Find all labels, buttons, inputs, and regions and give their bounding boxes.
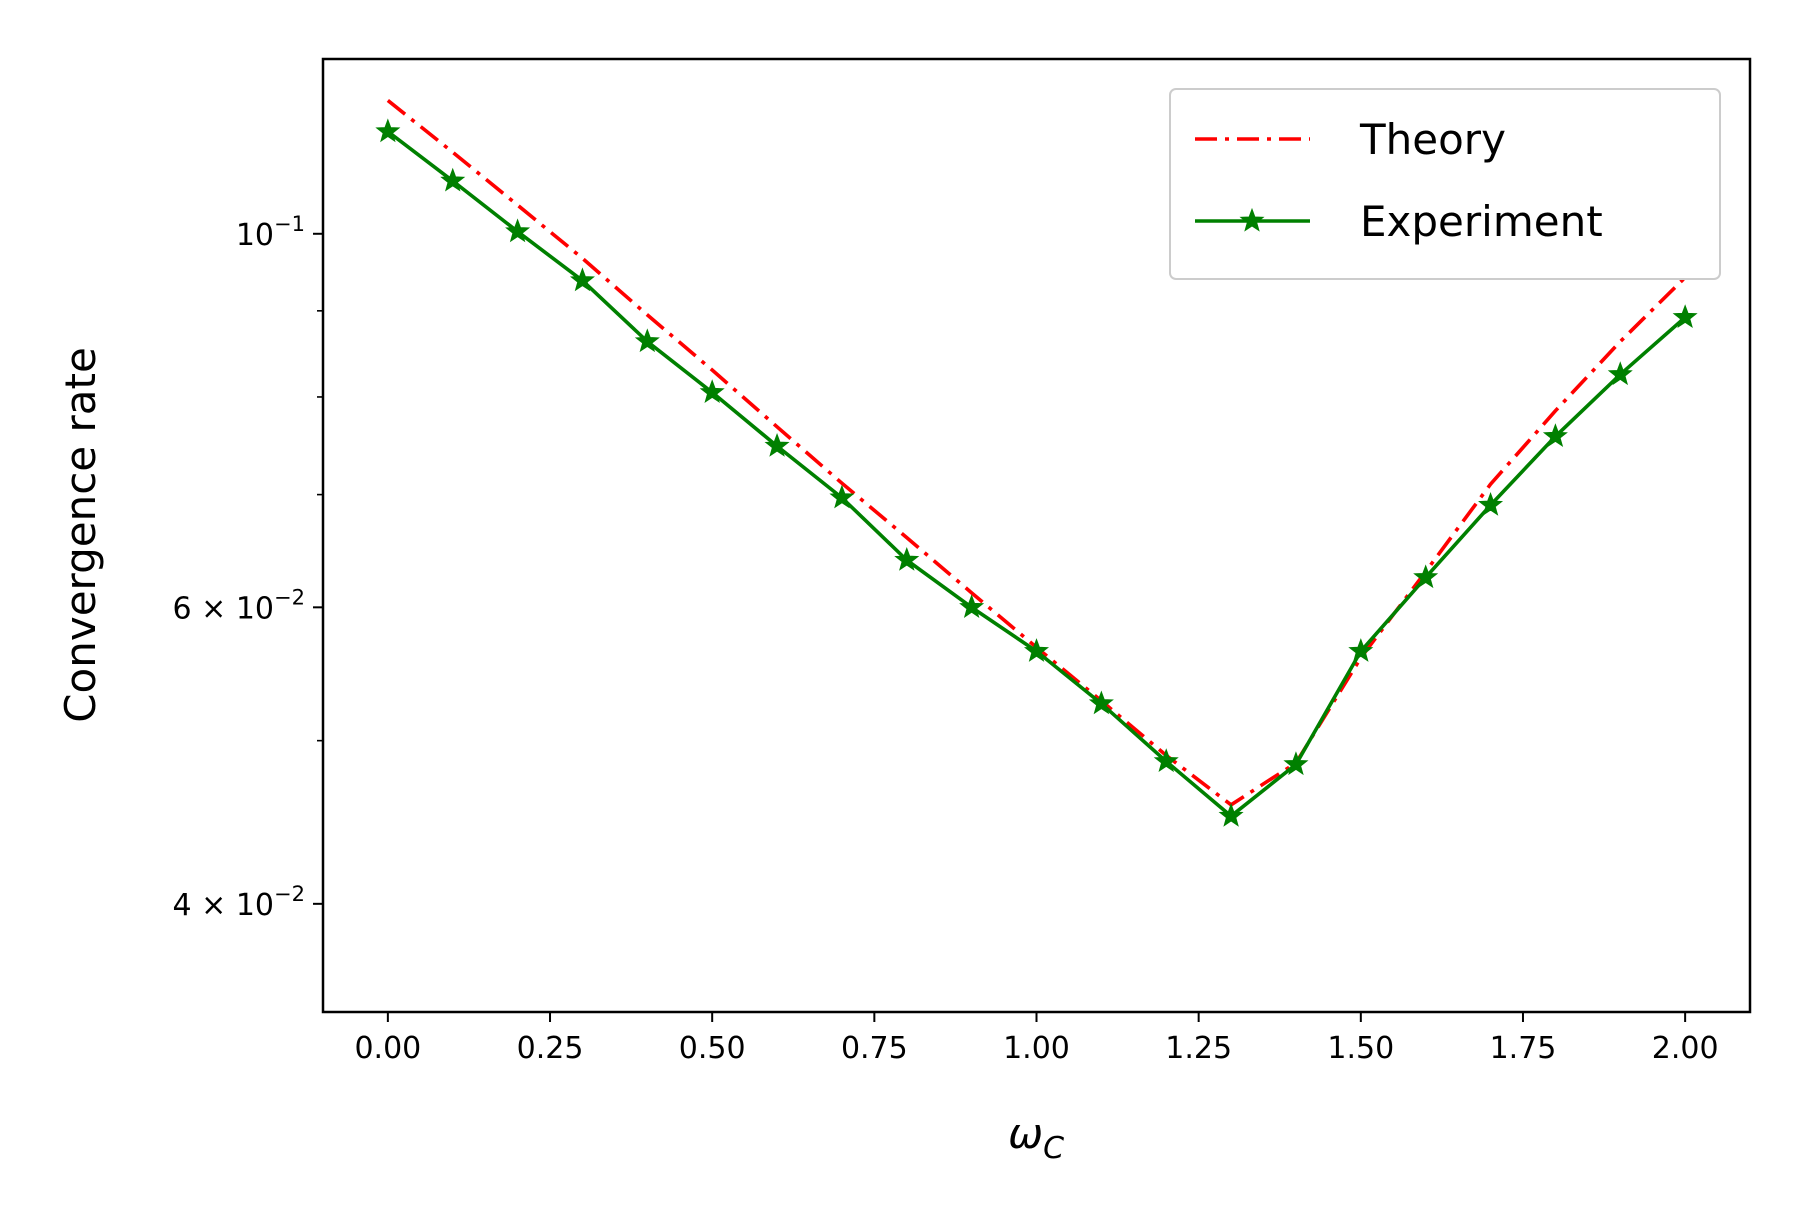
data-point-experiment bbox=[1023, 638, 1050, 662]
x-tick-label: 1.00 bbox=[1003, 1031, 1070, 1066]
legend-label-experiment: Experiment bbox=[1360, 197, 1603, 246]
data-point-experiment bbox=[1153, 748, 1179, 773]
x-tick-label: 0.50 bbox=[679, 1031, 746, 1066]
axes-layer: 0.00 0.25 0.50 0.75 1.00 1.25 1.50 1.75 2.00 10−1… bbox=[173, 212, 1719, 1066]
plot-frame bbox=[321, 57, 1752, 1014]
data-point-experiment bbox=[1348, 638, 1374, 662]
data-point-experiment bbox=[1672, 304, 1698, 329]
data-point-experiment bbox=[1413, 564, 1439, 589]
data-point-experiment bbox=[440, 167, 466, 192]
legend: Theory Experiment bbox=[1169, 88, 1721, 280]
x-tick-label: 0.75 bbox=[841, 1031, 908, 1066]
data-point-experiment bbox=[375, 118, 401, 143]
x-tick-label: 0.25 bbox=[517, 1031, 584, 1066]
data-point-experiment bbox=[505, 218, 531, 243]
data-point-experiment bbox=[764, 432, 790, 457]
x-tick-label: 2.00 bbox=[1652, 1031, 1719, 1066]
legend-label-theory: Theory bbox=[1359, 115, 1506, 164]
data-point-experiment bbox=[634, 328, 660, 353]
y-tick-label: 6 × 10−2 bbox=[173, 585, 305, 626]
data-point-experiment bbox=[1607, 361, 1633, 386]
y-tick-label: 4 × 10−2 bbox=[173, 882, 305, 923]
data-point-experiment bbox=[1283, 751, 1309, 776]
data-point-experiment bbox=[1088, 690, 1114, 715]
legend-box bbox=[1169, 88, 1721, 280]
data-point-experiment bbox=[569, 267, 595, 292]
x-tick-label: 1.25 bbox=[1165, 1031, 1232, 1066]
data-point-experiment bbox=[1218, 802, 1244, 827]
x-tick-label: 1.50 bbox=[1327, 1031, 1394, 1066]
x-axis-label: ωC bbox=[1008, 1109, 1064, 1166]
data-point-experiment bbox=[829, 484, 855, 509]
x-tick-label: 0.00 bbox=[354, 1031, 421, 1066]
y-tick-label: 10−1 bbox=[236, 212, 305, 253]
data-point-experiment bbox=[894, 546, 920, 571]
data-point-experiment bbox=[1478, 491, 1504, 516]
data-point-experiment bbox=[1542, 423, 1568, 448]
series-layer bbox=[375, 99, 1698, 827]
data-point-experiment bbox=[699, 379, 725, 404]
y-axis-label: Convergence rate bbox=[56, 347, 105, 723]
x-tick-label: 1.75 bbox=[1490, 1031, 1557, 1066]
data-point-experiment bbox=[959, 594, 985, 618]
legend-marker bbox=[1239, 207, 1265, 232]
